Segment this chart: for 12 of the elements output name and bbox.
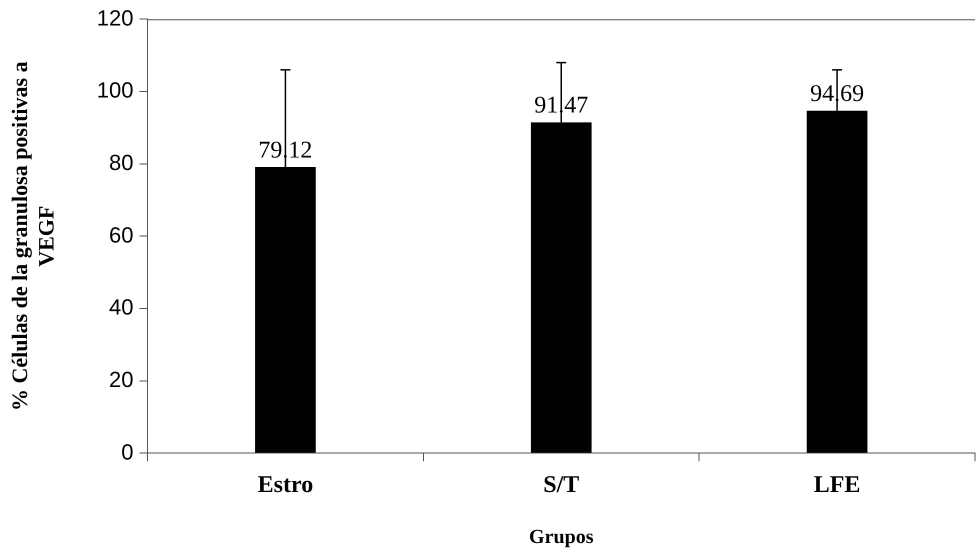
y-axis-title: % Células de la granulosa positivas a VEGF xyxy=(6,61,58,412)
y-tick-label: 40 xyxy=(109,294,134,320)
y-tick-label: 20 xyxy=(109,366,134,392)
x-tick-label: Estro xyxy=(258,472,314,498)
x-tick-label: LFE xyxy=(814,472,860,498)
y-tick-label: 60 xyxy=(109,222,134,248)
x-tick-label: S/T xyxy=(543,472,580,498)
x-axis-title: Grupos xyxy=(529,526,594,548)
y-tick-label: 0 xyxy=(121,439,134,464)
y-tick-label: 120 xyxy=(96,5,134,30)
y-tick-label: 80 xyxy=(109,150,134,175)
y-tick-label: 100 xyxy=(96,78,134,103)
